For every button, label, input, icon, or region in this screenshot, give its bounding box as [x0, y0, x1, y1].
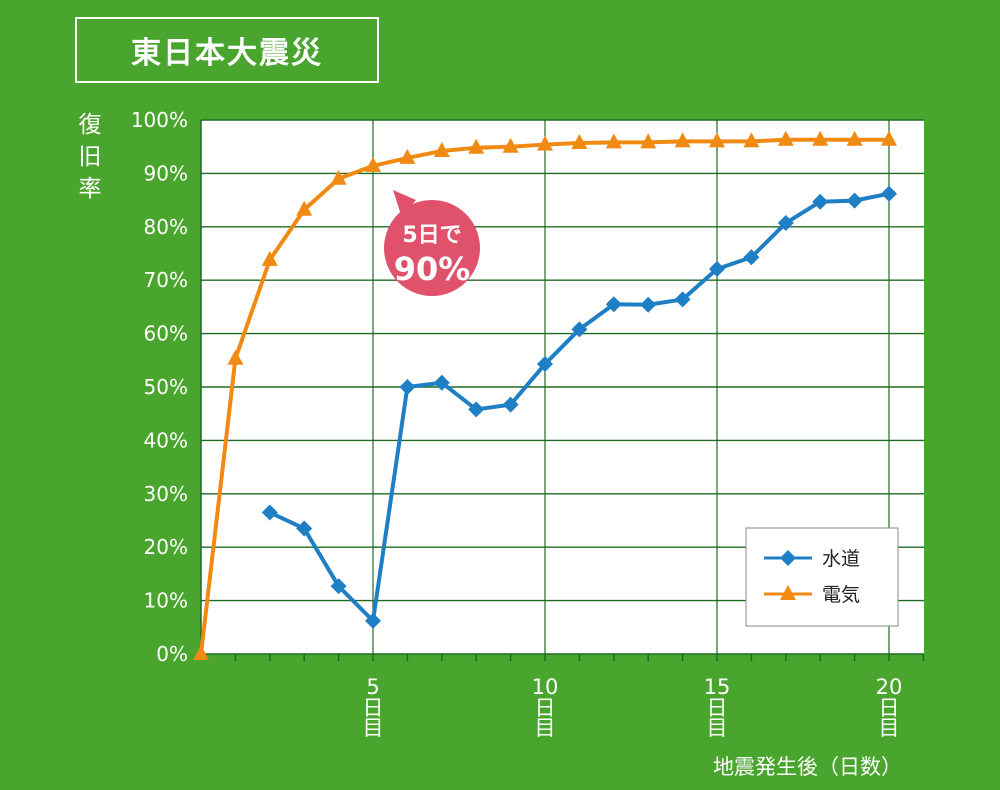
x-tick-label: 15 [704, 675, 731, 699]
diamond-marker [537, 356, 553, 373]
chart-title: 東日本大震災 [75, 17, 379, 83]
y-tick-label: 10% [144, 589, 188, 613]
diamond-marker [468, 401, 485, 418]
callout-line1: 5日で [402, 223, 461, 248]
legend-label: 電気 [822, 584, 860, 606]
triangle-marker [640, 133, 657, 149]
diamond-marker [365, 612, 381, 629]
diamond-marker [640, 296, 657, 313]
diamond-marker [571, 321, 588, 338]
triangle-marker [227, 349, 244, 365]
y-tick-label: 80% [144, 215, 188, 239]
y-axis-title: 復旧率 [79, 112, 102, 202]
y-tick-label: 20% [144, 535, 188, 559]
diamond-marker [812, 193, 829, 210]
triangle-marker [743, 132, 760, 148]
triangle-marker [433, 141, 450, 157]
triangle-marker [502, 137, 519, 153]
diamond-marker [709, 260, 725, 277]
triangle-marker [468, 138, 485, 154]
triangle-marker [777, 130, 794, 146]
diamond-marker [296, 520, 313, 537]
y-tick-label: 70% [144, 268, 188, 292]
x-tick-unit-char: 日 [535, 696, 556, 720]
x-tick-unit-char: 日 [879, 696, 900, 720]
diamond-marker [846, 192, 863, 209]
series-electricity [193, 130, 897, 660]
triangle-marker [881, 130, 897, 146]
triangle-marker [193, 645, 209, 660]
diamond-marker [261, 504, 278, 521]
y-axis-title-char: 復 [79, 112, 102, 138]
triangle-marker [537, 135, 553, 151]
triangle-marker [812, 130, 829, 146]
triangle-marker [365, 156, 381, 172]
series-water [261, 185, 897, 629]
x-tick-unit-char: 目 [535, 716, 556, 740]
x-tick-unit-char: 目 [363, 716, 384, 740]
triangle-marker [296, 200, 313, 216]
diamond-marker [780, 550, 796, 566]
callout-pointer [393, 190, 416, 218]
triangle-marker [846, 130, 863, 146]
diamond-marker [502, 396, 519, 413]
y-tick-label: 40% [144, 428, 188, 452]
series-group [193, 130, 897, 660]
x-tick-unit-char: 目 [707, 716, 728, 740]
diamond-marker [743, 249, 760, 266]
y-tick-label: 60% [144, 322, 188, 346]
triangle-marker [261, 250, 278, 266]
diamond-marker [399, 379, 416, 395]
diamond-marker [433, 374, 450, 391]
diamond-marker [605, 296, 622, 313]
x-tick-unit-char: 目 [879, 716, 900, 740]
y-axis-title-char: 旧 [79, 144, 102, 170]
x-tick-label: 10 [532, 675, 559, 699]
diamond-marker [674, 291, 691, 308]
y-tick-label: 90% [144, 161, 188, 185]
y-axis-ticks: 0% 10% 20% 30% 40% 50% 60% 70% 80% 90% 100% [131, 108, 188, 666]
axes [200, 120, 925, 661]
callout-line2: 90% [394, 250, 471, 288]
diamond-marker [881, 185, 897, 202]
x-axis-title: 地震発生後（日数） [713, 755, 902, 779]
x-tick-label: 20 [876, 675, 903, 699]
grid-lines [201, 119, 924, 654]
diamond-marker [330, 578, 347, 595]
y-tick-label: 0% [156, 642, 188, 666]
x-tick-unit-char: 日 [707, 696, 728, 720]
legend-box [745, 527, 899, 627]
triangle-marker [674, 132, 691, 148]
triangle-marker [605, 133, 622, 149]
x-tick-unit-char: 日 [363, 696, 384, 720]
legend-label: 水道 [822, 548, 860, 570]
y-tick-label: 50% [144, 375, 188, 399]
triangle-marker [709, 132, 725, 148]
triangle-marker [399, 148, 416, 164]
triangle-marker [780, 585, 796, 600]
y-tick-label: 100% [131, 108, 188, 132]
y-tick-label: 30% [144, 482, 188, 506]
y-axis-title-char: 率 [79, 176, 102, 202]
diamond-marker [777, 215, 794, 232]
callout-bubble [384, 200, 480, 296]
triangle-marker [571, 133, 588, 149]
x-tick-label: 5 [366, 675, 379, 699]
triangle-marker [330, 169, 347, 185]
